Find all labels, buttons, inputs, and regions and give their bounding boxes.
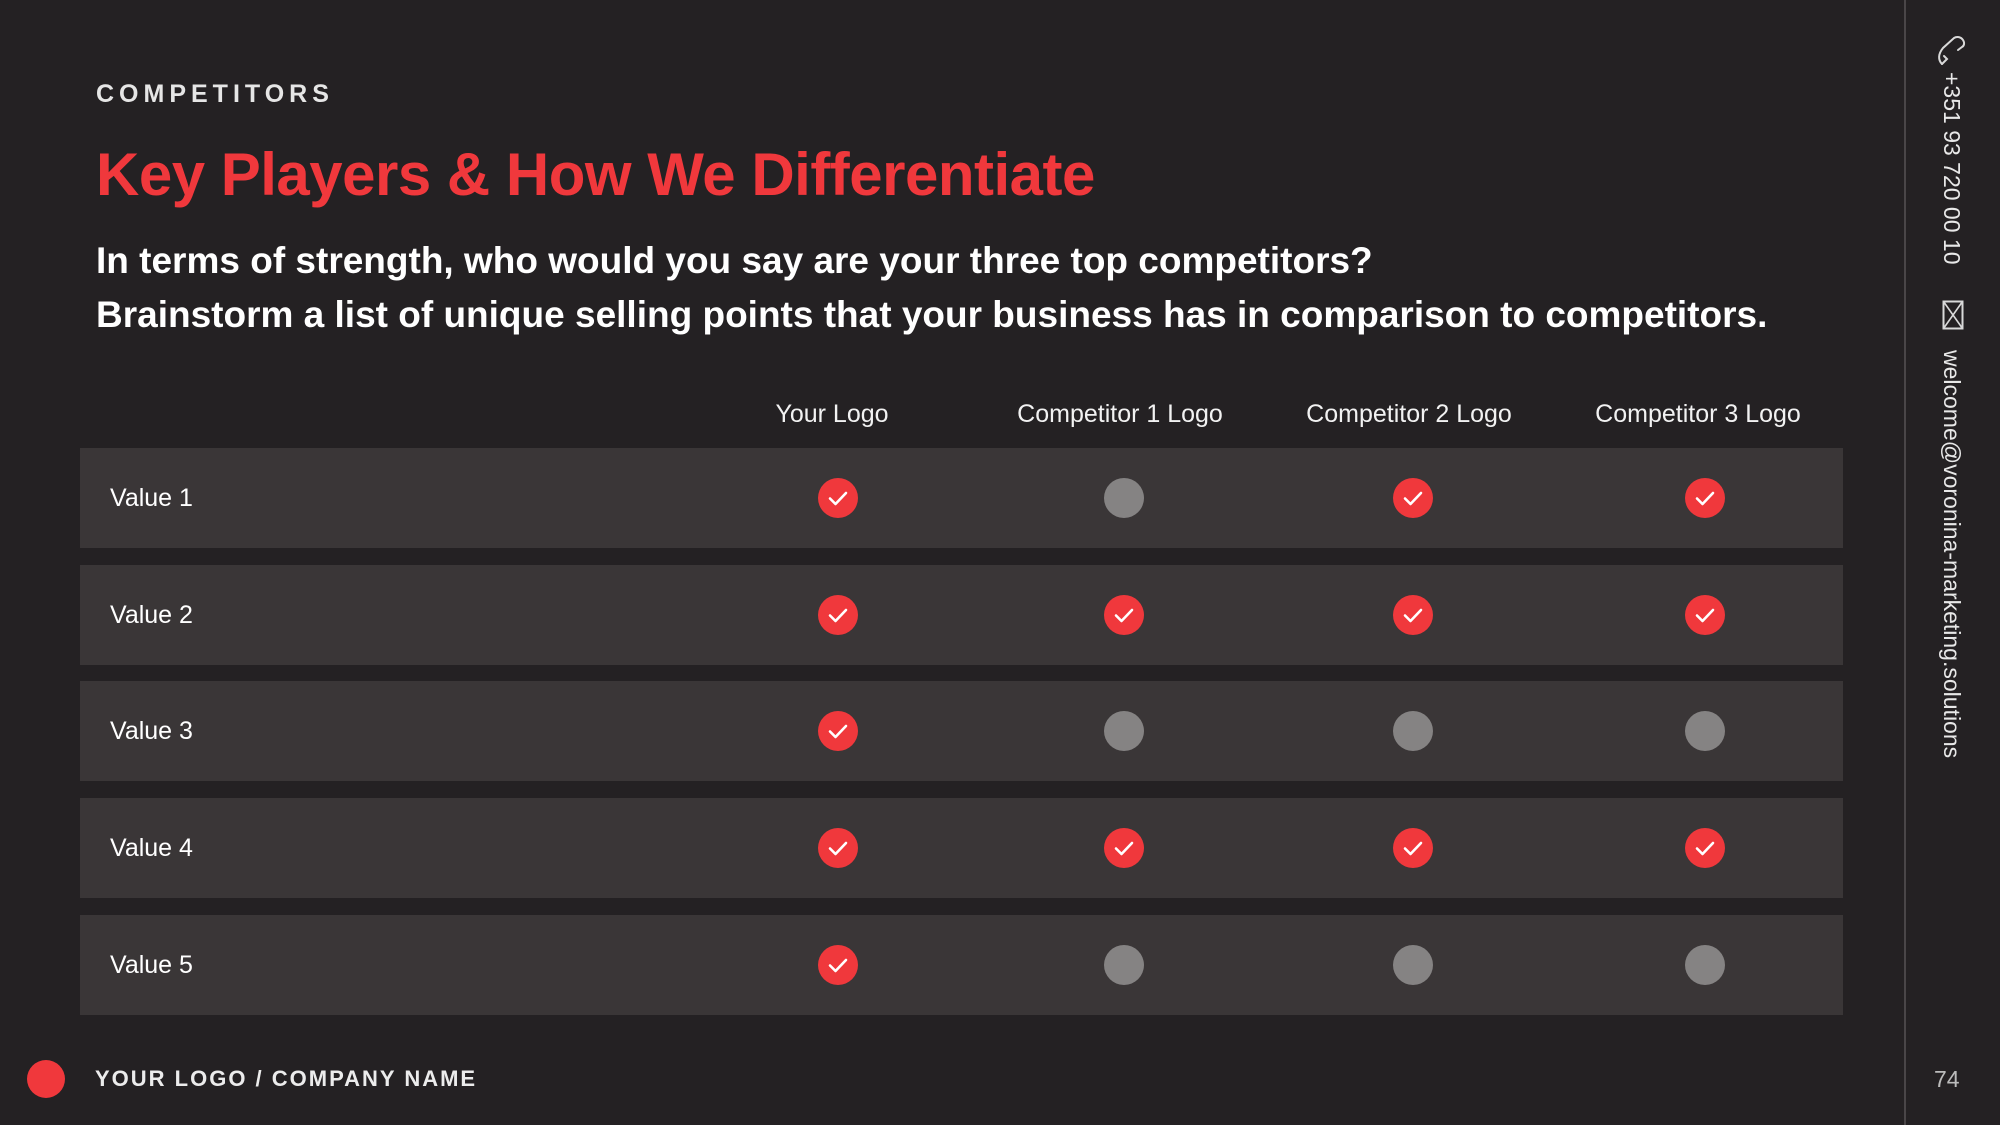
page-title: Key Players & How We Differentiate [96,141,1095,208]
phone-icon [1934,34,1970,75]
column-header-your-logo: Your Logo [775,400,889,428]
column-header-competitor-3: Competitor 3 Logo [1595,400,1801,428]
row-label: Value 5 [110,951,193,979]
empty-circle-icon [1685,945,1725,985]
company-logo-dot [27,1060,65,1098]
row-label: Value 4 [110,834,193,862]
page-number: 74 [1934,1066,1960,1092]
row-label: Value 3 [110,717,193,745]
check-icon [818,711,858,751]
check-icon [1393,828,1433,868]
check-icon [818,945,858,985]
empty-circle-icon [1104,711,1144,751]
company-name: YOUR LOGO / COMPANY NAME [95,1066,478,1091]
column-header-competitor-1: Competitor 1 Logo [1017,400,1223,428]
check-icon [1685,595,1725,635]
empty-circle-icon [1104,478,1144,518]
check-icon [818,828,858,868]
subtitle-line-1: In terms of strength, who would you say … [96,240,1373,281]
check-icon [1685,478,1725,518]
row-label: Value 1 [110,484,193,512]
check-icon [1393,595,1433,635]
table-row: Value 3 [80,681,1843,781]
check-icon [1104,828,1144,868]
empty-circle-icon [1685,711,1725,751]
row-label: Value 2 [110,601,193,629]
check-icon [1104,595,1144,635]
sidebar-divider [1904,0,1906,1125]
phone-number: +351 93 720 00 10 [1939,72,1965,265]
check-icon [818,595,858,635]
check-icon [1393,478,1433,518]
section-eyebrow: COMPETITORS [96,80,334,108]
empty-circle-icon [1393,945,1433,985]
column-header-competitor-2: Competitor 2 Logo [1306,400,1512,428]
table-row: Value 5 [80,915,1843,1015]
table-row: Value 2 [80,565,1843,665]
email-address: welcome@voronina-marketing.solutions [1939,350,1965,759]
table-row: Value 4 [80,798,1843,898]
check-icon [1685,828,1725,868]
mail-icon [1942,300,1964,335]
page-subtitle: In terms of strength, who would you say … [96,234,1896,342]
empty-circle-icon [1104,945,1144,985]
empty-circle-icon [1393,711,1433,751]
check-icon [818,478,858,518]
table-row: Value 1 [80,448,1843,548]
subtitle-line-2: Brainstorm a list of unique selling poin… [96,294,1768,335]
